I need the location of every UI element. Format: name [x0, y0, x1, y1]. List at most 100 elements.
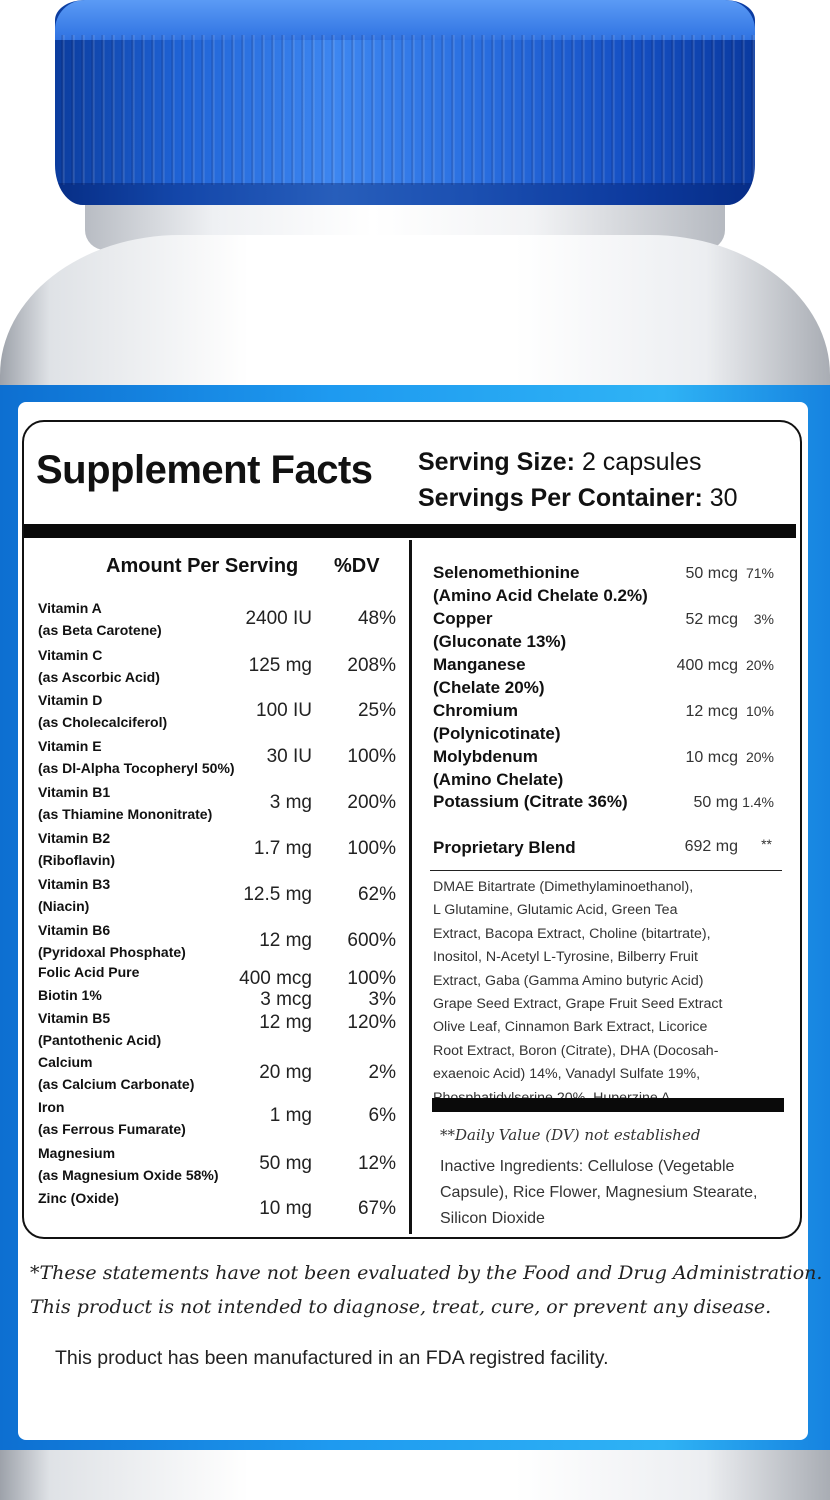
nutrient-name: Vitamin A [38, 600, 102, 616]
nutrient-source: (as Thiamine Mononitrate) [38, 806, 213, 822]
nutrient-dv: 600% [347, 930, 396, 951]
servings-label: Servings Per Container: [418, 484, 703, 512]
nutrient-dv: 12% [357, 1153, 396, 1174]
mineral-dv: 10% [745, 703, 774, 719]
nutrient-source: (Pantothenic Acid) [38, 1032, 162, 1048]
inactive-line: Capsule), Rice Flower, Magnesium Stearat… [440, 1184, 758, 1201]
mineral-row: Selenomethionine (Amino Acid Chelate 0.2… [433, 563, 778, 609]
nutrient-row: Iron (as Ferrous Fumarate) 1 mg 6% [36, 1099, 398, 1145]
nutrient-name: Vitamin B5 [38, 1010, 111, 1026]
nutrient-amount: 10 mg [259, 1198, 312, 1219]
nutrient-dv: 100% [347, 968, 396, 989]
nutrient-amount: 3 mg [269, 792, 312, 813]
inactive-ingredients: Inactive Ingredients: Cellulose (Vegetab… [440, 1154, 785, 1232]
nutrient-dv: 25% [357, 700, 396, 721]
nutrient-source: (as Calcium Carbonate) [38, 1076, 195, 1092]
nutrient-dv: 120% [347, 1012, 396, 1033]
mineral-name: Chromium [433, 701, 518, 720]
nutrient-source: (as Dl-Alpha Tocopheryl 50%) [38, 760, 235, 776]
nutrient-row: Vitamin C (as Ascorbic Acid) 125 mg 208% [36, 647, 398, 693]
blend-line: Grape Seed Extract, Grape Fruit Seed Ext… [433, 995, 723, 1012]
nutrient-dv: 200% [347, 792, 396, 813]
cap-top [55, 0, 755, 40]
blend-line: Extract, Gaba (Gamma Amino butyric Acid) [433, 972, 704, 989]
blend-line: Inositol, N-Acetyl L-Tyrosine, Bilberry … [433, 949, 698, 966]
nutrient-name: Vitamin B3 [38, 876, 111, 892]
mineral-source: (Gluconate 13%) [433, 632, 567, 651]
nutrient-row: Vitamin B2 (Riboflavin) 1.7 mg 100% [36, 830, 398, 876]
fda-disclaimer-1: *These statements have not been evaluate… [30, 1262, 823, 1284]
nutrient-name: Zinc (Oxide) [38, 1190, 119, 1206]
nutrient-row: Zinc (Oxide) 10 mg 67% [36, 1190, 398, 1226]
facility-note: This product has been manufactured in an… [55, 1347, 609, 1369]
mineral-amount: 400 mcg [676, 657, 738, 674]
nutrient-name: Vitamin C [38, 647, 103, 663]
mineral-amount: 52 mcg [685, 611, 738, 628]
mineral-amount: 10 mcg [685, 749, 738, 766]
amount-header: Amount Per Serving [106, 555, 299, 577]
nutrient-row: Vitamin B6 (Pyridoxal Phosphate) 12 mg 6… [36, 922, 398, 968]
nutrient-name: Folic Acid Pure [38, 964, 140, 980]
nutrient-name: Vitamin D [38, 692, 103, 708]
proprietary-blend-amount: 692 mg [684, 838, 738, 855]
nutrient-name: Vitamin B2 [38, 830, 111, 846]
nutrient-dv: 67% [357, 1198, 396, 1219]
nutrient-amount: 12 mg [259, 930, 312, 951]
blend-line: L Glutamine, Glutamic Acid, Green Tea [433, 902, 678, 919]
nutrient-source: (Pyridoxal Phosphate) [38, 944, 186, 960]
nutrient-amount: 30 IU [266, 746, 312, 767]
nutrient-name: Calcium [38, 1054, 93, 1070]
cap-ridges [55, 35, 755, 185]
blend-line: DMAE Bitartrate (Dimethylaminoethanol), [433, 879, 694, 895]
nutrient-amount: 125 mg [248, 655, 312, 676]
bottle-cap [55, 0, 755, 205]
nutrient-source: (as Ferrous Fumarate) [38, 1121, 186, 1137]
mineral-source: (Amino Acid Chelate 0.2%) [433, 586, 648, 605]
nutrient-source: (Riboflavin) [38, 852, 115, 868]
nutrient-source: (as Magnesium Oxide 58%) [38, 1167, 219, 1183]
nutrient-amount: 2400 IU [245, 608, 312, 629]
nutrient-row: Folic Acid Pure 400 mcg 100% [36, 964, 398, 989]
blend-line: exaenoic Acid) 14%, Vanadyl Sulfate 19%, [433, 1066, 701, 1083]
inactive-line: Inactive Ingredients: Cellulose (Vegetab… [440, 1158, 735, 1175]
blend-ingredients: DMAE Bitartrate (Dimethylaminoethanol), … [433, 876, 783, 1110]
nutrient-row: Vitamin B1 (as Thiamine Mononitrate) 3 m… [36, 784, 398, 830]
nutrient-dv: 208% [347, 655, 396, 676]
nutrient-name: Iron [38, 1099, 65, 1115]
fda-disclaimer-2: This product is not intended to diagnose… [30, 1296, 772, 1318]
nutrient-row: Vitamin A (as Beta Carotene) 2400 IU 48% [36, 600, 398, 646]
serving-size-label: Serving Size: [418, 448, 575, 476]
mineral-dv: 1.4% [742, 794, 774, 810]
blend-line: Olive Leaf, Cinnamon Bark Extract, Licor… [433, 1019, 708, 1036]
mineral-name: Molybdenum [433, 747, 538, 766]
blend-line: Root Extract, Boron (Citrate), DHA (Doco… [433, 1042, 719, 1059]
mineral-source: (Polynicotinate) [433, 724, 561, 743]
nutrient-row: Vitamin E (as Dl-Alpha Tocopheryl 50%) 3… [36, 738, 398, 784]
nutrient-row: Biotin 1% 3 mcg 3% [36, 987, 398, 1010]
mineral-name: Manganese [433, 655, 526, 674]
nutrient-name: Vitamin B6 [38, 922, 111, 938]
inactive-line: Silicon Dioxide [440, 1210, 545, 1227]
nutrient-row: Vitamin B5 (Pantothenic Acid) 12 mg 120% [36, 1010, 398, 1056]
proprietary-blend-name: Proprietary Blend [433, 838, 576, 857]
blend-bottom-rule [432, 1098, 784, 1112]
mineral-dv: 20% [745, 749, 774, 765]
mineral-name: Potassium (Citrate 36%) [433, 792, 628, 811]
nutrient-source: (as Ascorbic Acid) [38, 669, 160, 685]
header-rule [24, 524, 796, 538]
nutrient-source: (as Beta Carotene) [38, 622, 162, 638]
nutrient-row: Vitamin D (as Cholecalciferol) 100 IU 25… [36, 692, 398, 738]
dv-header: %DV [334, 555, 380, 577]
mineral-dv: 71% [745, 565, 774, 581]
mineral-source: (Amino Chelate) [433, 770, 564, 789]
blend-line: Extract, Bacopa Extract, Choline (bitart… [433, 925, 711, 942]
cap-rim [55, 183, 755, 205]
nutrient-amount: 20 mg [259, 1062, 312, 1083]
nutrient-amount: 12.5 mg [243, 884, 312, 905]
nutrient-amount: 1 mg [269, 1105, 312, 1126]
nutrient-dv: 6% [368, 1105, 396, 1126]
nutrient-row: Calcium (as Calcium Carbonate) 20 mg 2% [36, 1054, 398, 1100]
mineral-row: Chromium (Polynicotinate) 12 mcg 10% [433, 701, 778, 747]
proprietary-blend-row: Proprietary Blend 692 mg ** [433, 836, 778, 864]
nutrient-dv: 3% [368, 989, 396, 1010]
